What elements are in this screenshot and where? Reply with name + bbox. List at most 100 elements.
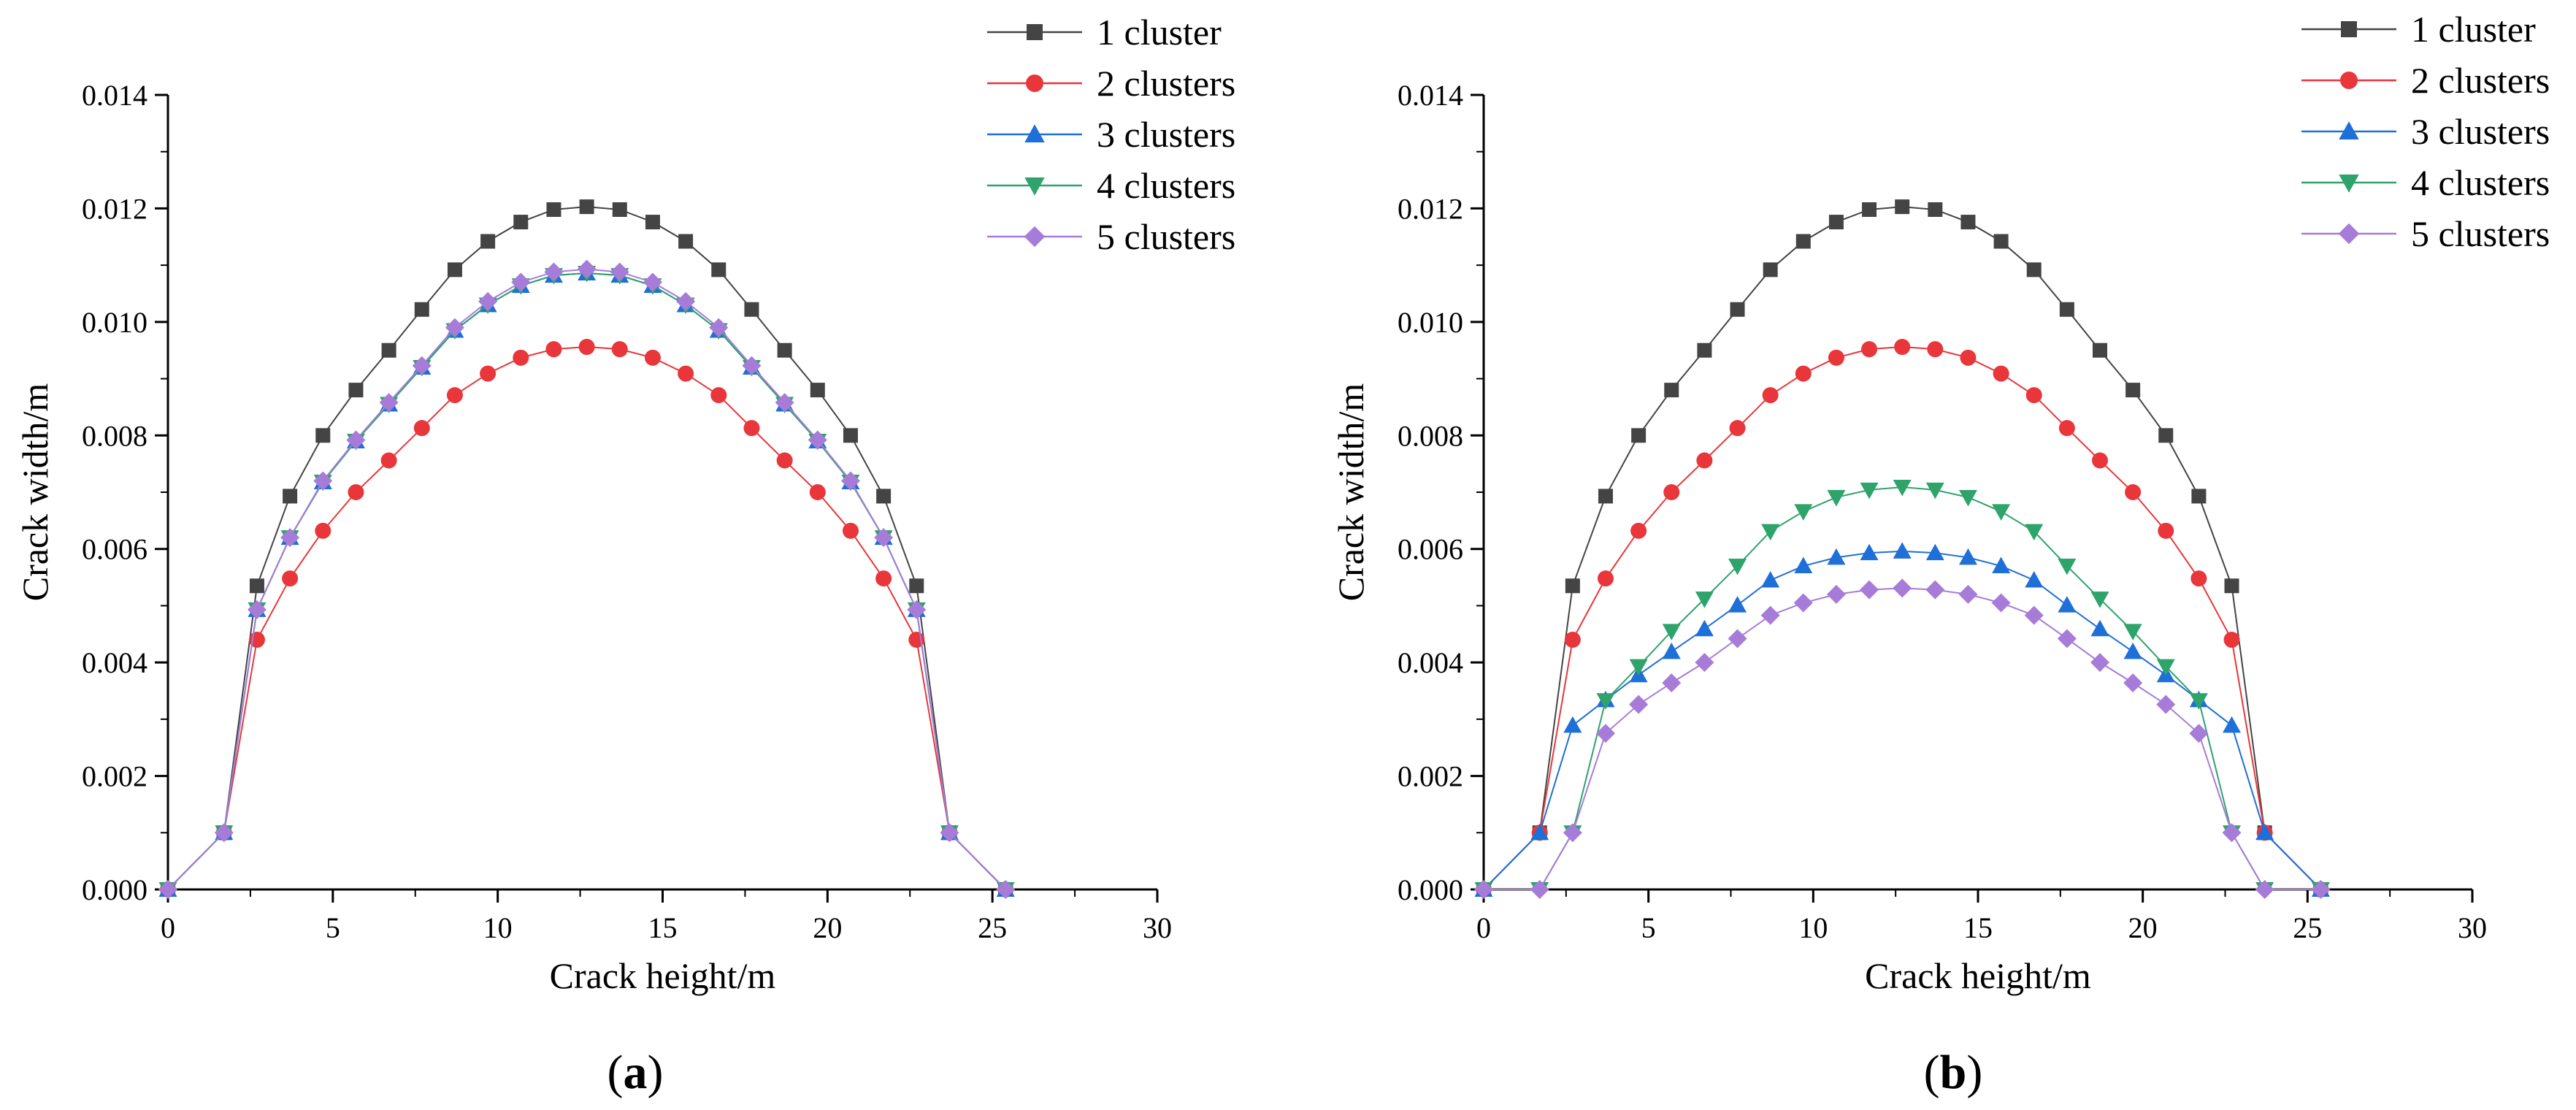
data-point [577, 259, 597, 279]
data-point [1993, 365, 2009, 382]
data-point [644, 349, 661, 366]
data-point [1795, 234, 1811, 249]
data-point [2190, 570, 2207, 587]
data-point [1595, 724, 1615, 743]
data-point [678, 234, 694, 249]
data-point [445, 318, 464, 337]
data-point [1860, 580, 1879, 600]
data-point [315, 428, 331, 443]
data-point [1730, 302, 1745, 317]
legend-label: 5 clusters [2411, 213, 2550, 254]
data-point [1958, 584, 1978, 604]
data-point [2158, 428, 2174, 443]
data-point [1927, 341, 1944, 358]
data-point [709, 318, 729, 337]
data-point [2191, 489, 2207, 504]
data-point [1631, 428, 1647, 443]
data-point [2223, 632, 2240, 648]
data-point [513, 215, 529, 230]
data-point [413, 420, 430, 437]
data-point [412, 356, 432, 375]
data-point [1827, 489, 1846, 507]
data-point [1860, 482, 1879, 500]
data-point [743, 420, 760, 437]
data-point [2090, 653, 2109, 673]
y-tick-label: 0.000 [1398, 873, 1463, 906]
data-point [1530, 823, 1549, 841]
data-point [842, 522, 859, 539]
data-point [544, 262, 564, 282]
data-point [2026, 262, 2042, 278]
data-point [875, 570, 892, 587]
data-point [1695, 592, 1714, 608]
x-tick-label: 10 [483, 911, 513, 944]
legend-label: 4 clusters [1097, 165, 1235, 206]
y-tick-label: 0.006 [82, 533, 147, 566]
panel-letter: (b) [1924, 1046, 1983, 1099]
data-point [1664, 383, 1679, 398]
x-tick-label: 25 [2293, 911, 2322, 944]
data-point [1794, 556, 1813, 574]
y-tick-label: 0.010 [82, 306, 147, 339]
data-point [1893, 480, 1912, 497]
data-point [1893, 542, 1912, 559]
y-tick-label: 0.014 [82, 79, 147, 112]
x-tick-label: 20 [813, 911, 842, 944]
x-tick-label: 5 [1641, 911, 1656, 944]
data-point [1697, 342, 1712, 358]
data-point [1629, 659, 1648, 676]
data-point [2025, 524, 2044, 541]
legend-label: 3 clusters [2411, 111, 2550, 152]
data-point [876, 489, 892, 504]
data-point [996, 880, 1016, 899]
data-point [874, 528, 894, 548]
data-point [1596, 693, 1615, 710]
data-point [2091, 452, 2108, 469]
panel-a: 0 5 10 15 20 25 30 0.000 0.002 0.004 0.006 0.008 0.0… [15, 12, 1235, 1099]
y-tick-label: 0.012 [82, 192, 147, 225]
y-tick-label: 0.002 [1398, 760, 1463, 793]
data-point [1761, 570, 1780, 588]
data-point [1992, 504, 2011, 521]
data-point [2092, 342, 2107, 358]
data-point [2125, 484, 2142, 500]
x-axis-title: Crack height/m [1865, 955, 2091, 996]
data-point [1928, 202, 1943, 217]
data-point [380, 452, 397, 469]
data-point [1958, 489, 1977, 507]
data-point [1828, 349, 1844, 366]
data-point [1729, 420, 1746, 437]
legend-marker [2339, 121, 2359, 139]
series-line [1483, 346, 2322, 890]
series-2 [160, 339, 1014, 897]
legend-label: 2 clusters [1097, 63, 1235, 104]
data-point [280, 528, 300, 548]
data-point [1629, 694, 1649, 714]
x-tick-label: 0 [1476, 911, 1491, 944]
data-point [381, 342, 396, 358]
data-point [1662, 642, 1681, 659]
data-point [2058, 420, 2075, 437]
y-tick-label: 0.006 [1398, 533, 1463, 566]
data-point [1793, 593, 1813, 613]
data-point [1960, 215, 1976, 230]
data-point [742, 356, 762, 375]
x-tick-label: 0 [161, 911, 175, 944]
legend-label: 1 cluster [1097, 12, 1222, 53]
legend-label: 1 cluster [2411, 9, 2536, 50]
data-point [214, 823, 234, 843]
legend-marker [1024, 124, 1045, 142]
data-point [611, 341, 628, 358]
data-point [840, 471, 860, 491]
data-point [909, 578, 924, 594]
data-point [940, 823, 959, 843]
y-tick-label: 0.004 [82, 646, 147, 679]
data-point [1826, 584, 1846, 604]
legend-marker [1024, 226, 1046, 248]
data-point [843, 428, 858, 443]
data-point [678, 365, 694, 382]
data-point [511, 272, 531, 292]
data-point [1993, 234, 2009, 249]
data-point [2090, 592, 2109, 608]
data-point [1960, 349, 1977, 366]
